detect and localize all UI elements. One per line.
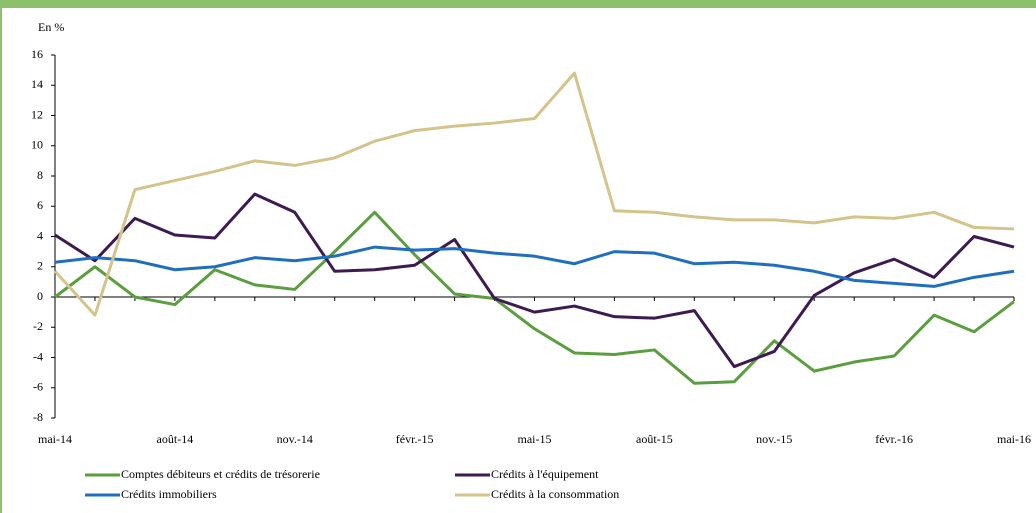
y-tick-label: 6	[37, 198, 43, 212]
y-tick-label: -6	[33, 380, 43, 394]
y-tick-label: 4	[37, 228, 43, 242]
x-tick-label: août-15	[636, 432, 673, 446]
x-tick-label: févr.-16	[875, 432, 913, 446]
y-axis-label: En %	[38, 20, 64, 34]
y-tick-label: -8	[33, 410, 43, 424]
legend-label: Comptes débiteurs et crédits de trésorer…	[121, 467, 320, 481]
y-tick-label: 2	[37, 259, 43, 273]
series-line	[54, 192, 1015, 369]
x-tick-label: mai-16	[997, 432, 1031, 446]
x-tick-label: févr.-15	[396, 432, 434, 446]
series-line	[53, 71, 1015, 317]
x-tick-label: nov.-15	[756, 432, 792, 446]
left-border	[0, 0, 2, 513]
legend-label: Crédits à l'équipement	[491, 467, 599, 481]
y-tick-label: -4	[33, 349, 43, 363]
y-tick-label: 8	[37, 168, 43, 182]
x-tick-label: août-14	[157, 432, 194, 446]
x-tick-label: mai-15	[518, 432, 552, 446]
y-tick-label: 16	[31, 47, 43, 61]
x-tick-label: mai-14	[38, 432, 72, 446]
legend-label: Crédits immobiliers	[121, 487, 217, 501]
top-bar	[0, 0, 1036, 8]
y-tick-label: 14	[31, 77, 43, 91]
y-tick-label: 12	[31, 107, 43, 121]
y-tick-label: 10	[31, 138, 43, 152]
y-tick-label: -2	[33, 319, 43, 333]
series-line	[54, 210, 1015, 385]
x-tick-label: nov.-14	[277, 432, 313, 446]
series-line	[54, 245, 1015, 288]
legend-label: Crédits à la consommation	[491, 487, 619, 501]
y-tick-label: 0	[37, 289, 43, 303]
